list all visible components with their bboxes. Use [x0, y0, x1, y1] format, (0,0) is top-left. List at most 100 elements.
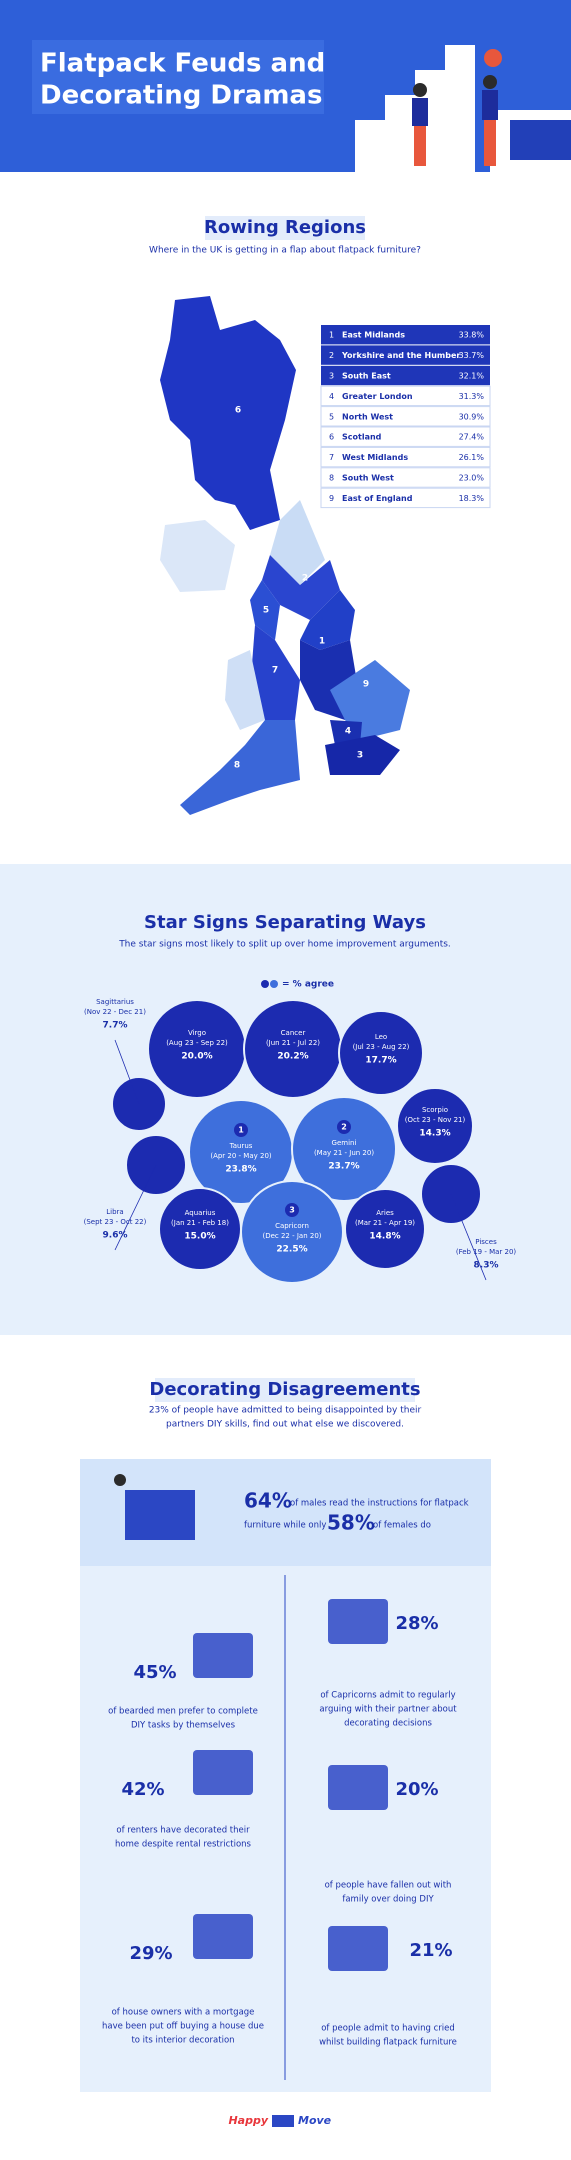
region-value: 33.8% [459, 331, 485, 340]
legend: = % agree [282, 980, 334, 990]
sign-bubble [396, 1087, 474, 1165]
rank: 8 [329, 474, 334, 483]
illustration [193, 1914, 253, 1959]
sign-dates: (Sept 23 - Oct 22) [84, 1218, 147, 1226]
stat-text: DIY tasks by themselves [131, 1721, 236, 1731]
section-subtitle: The star signs most likely to split up o… [118, 940, 451, 950]
sign-dates: (Jan 21 - Feb 18) [171, 1219, 229, 1227]
stat-text: of bearded men prefer to complete [108, 1707, 258, 1717]
sign-bubble [240, 1180, 344, 1284]
sign-name: Gemini [332, 1139, 357, 1147]
region-name: East of England [342, 494, 413, 503]
stat-text: of renters have decorated their [116, 1826, 250, 1836]
sign-dates: (Mar 21 - Apr 19) [355, 1219, 415, 1227]
map-label: 3 [357, 751, 363, 761]
illustration [193, 1750, 253, 1795]
stat-value: 64% [244, 1489, 292, 1513]
sign-value: 9.6% [103, 1231, 128, 1241]
stat-value: 29% [129, 1943, 172, 1964]
stat-value: 45% [133, 1662, 176, 1683]
sign-name: Cancer [281, 1029, 306, 1037]
stat-text: of males read the instructions for flatp… [290, 1499, 469, 1509]
stat-text: of people admit to having cried [321, 2024, 455, 2034]
stat-text: arguing with their partner about [319, 1705, 457, 1715]
stat-text: of house owners with a mortgage [112, 2008, 255, 2018]
section-title: Star Signs Separating Ways [144, 912, 426, 933]
section-subtitle: partners DIY skills, find out what else … [166, 1420, 404, 1430]
sign-name: Pisces [475, 1238, 497, 1246]
stat-text: of people have fallen out with [325, 1881, 452, 1891]
title-box [32, 40, 324, 114]
sign-value: 15.0% [184, 1232, 215, 1242]
stat-value: 58% [327, 1511, 375, 1535]
sign-name: Leo [375, 1033, 387, 1041]
stat-value: 21% [409, 1940, 452, 1961]
rank-badge [234, 1123, 248, 1137]
region-value: 31.3% [459, 392, 485, 401]
rank: 2 [329, 351, 334, 360]
sign-name: Aries [376, 1209, 394, 1217]
region-name: West Midlands [342, 453, 408, 462]
section-title-box [155, 1378, 415, 1402]
region-value: 27.4% [459, 433, 485, 442]
sign-name: Taurus [229, 1142, 253, 1150]
section-title-box [205, 216, 365, 240]
stat-value: 20% [395, 1779, 438, 1800]
stat-value: 28% [395, 1613, 438, 1634]
region-value: 23.0% [459, 474, 485, 483]
region-value: 32.1% [459, 372, 485, 381]
legend-dot [270, 980, 278, 988]
sign-bubble [158, 1187, 242, 1271]
connector [114, 1164, 157, 1251]
rank: 7 [329, 453, 334, 462]
table-row [320, 487, 491, 509]
rank: 4 [329, 392, 334, 401]
header-illustration [355, 45, 571, 172]
region-value: 18.3% [459, 494, 485, 503]
table-row [320, 446, 491, 468]
sign-bubble [291, 1096, 397, 1202]
stat-text: decorating decisions [344, 1719, 432, 1729]
map-label: 9 [363, 680, 369, 690]
sign-dates: (Dec 22 - Jan 20) [262, 1232, 321, 1240]
illustration-cabinet [125, 1490, 195, 1540]
illustration [328, 1765, 388, 1810]
rank-number: 2 [341, 1123, 347, 1132]
sign-dates: (Jul 23 - Aug 22) [353, 1043, 410, 1051]
region-name: North West [342, 412, 393, 421]
sign-dates: (Aug 23 - Sep 22) [166, 1039, 228, 1047]
map-label: 1 [319, 637, 325, 647]
region-name: Scotland [342, 433, 382, 442]
region-value: 26.1% [459, 453, 485, 462]
rank: 3 [329, 372, 334, 381]
sign-bubble [338, 1010, 424, 1096]
rank-number: 1 [238, 1126, 244, 1135]
sign-dates: (Nov 22 - Dec 21) [84, 1008, 146, 1016]
sign-bubble [344, 1188, 426, 1270]
sign-bubble [243, 999, 343, 1099]
rank: 5 [329, 412, 334, 421]
sign-value: 20.0% [181, 1052, 212, 1062]
stat-text: of females do [373, 1521, 431, 1531]
sign-name: Scorpio [422, 1106, 448, 1114]
sign-value: 17.7% [365, 1056, 396, 1066]
stat-text: whilst building flatpack furniture [319, 2038, 457, 2048]
region-name: East Midlands [342, 331, 405, 340]
rank-badge [337, 1120, 351, 1134]
sign-value: 7.7% [103, 1021, 128, 1031]
connector [114, 1039, 140, 1105]
legend-dot [261, 980, 269, 988]
sign-value: 8.3% [474, 1261, 499, 1271]
sign-value: 23.7% [328, 1162, 359, 1172]
stat-text: have been put off buying a house due [102, 2022, 264, 2032]
sign-dates: (Jun 21 - Jul 22) [266, 1039, 320, 1047]
region-name: South West [342, 474, 394, 483]
sign-name: Capricorn [275, 1222, 309, 1230]
sign-bubble [147, 999, 247, 1099]
title: Flatpack Feuds and [40, 49, 325, 79]
illustration [193, 1633, 253, 1678]
map-label: 7 [272, 666, 278, 676]
table-row-highlight [321, 365, 490, 386]
section-title: Decorating Disagreements [149, 1379, 420, 1400]
table-row [320, 467, 491, 488]
